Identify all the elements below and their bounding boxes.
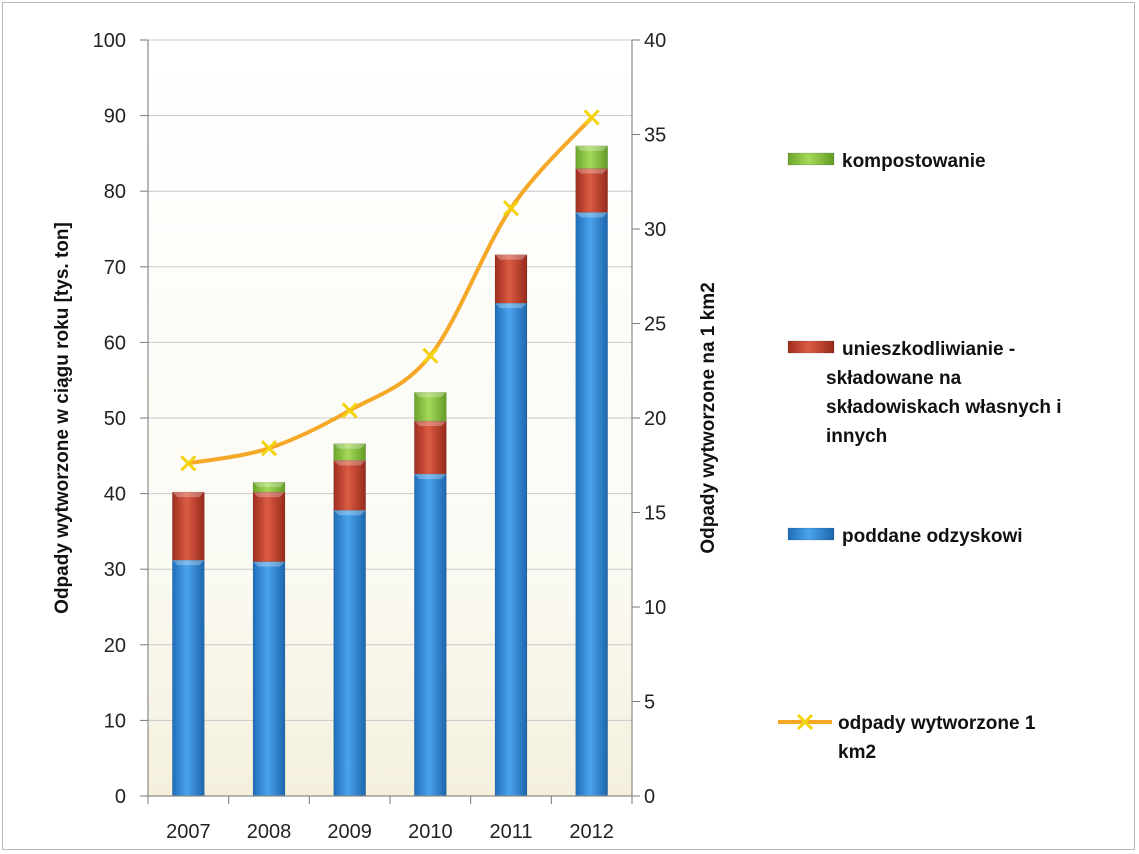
bar-bevel <box>575 145 608 151</box>
bar-segment-2 <box>575 145 608 169</box>
line-series <box>180 109 600 472</box>
y-tick-label: 10 <box>104 710 126 732</box>
y2-tick-label: 0 <box>644 786 655 808</box>
bar-segment-2 <box>252 481 286 493</box>
y2-tick-label: 20 <box>644 408 666 430</box>
y-axis-title: Odpady wytworzone w ciągu roku [tys. ton… <box>52 222 73 614</box>
bar-segment-0 <box>575 212 608 797</box>
legend-label-line: składowiskach własnych i <box>826 397 1062 418</box>
x-tick-label: 2009 <box>327 821 372 843</box>
bar-bevel <box>172 492 205 498</box>
legend-swatch-0 <box>787 152 835 166</box>
bar-segment-1 <box>414 420 447 475</box>
y-tick-label: 30 <box>104 559 126 581</box>
legend-label-3: odpady wytworzone 1 km2 <box>838 713 1036 763</box>
bar-bevel <box>495 254 527 260</box>
x-tick-label: 2010 <box>408 821 453 843</box>
legend-swatch-1 <box>787 340 835 354</box>
y-tick-label: 90 <box>104 106 126 128</box>
y-tick-label: 50 <box>104 408 126 430</box>
legend-swatch-2 <box>787 527 835 541</box>
bar-segment-0 <box>172 559 205 797</box>
bar-bevel <box>495 303 527 309</box>
x-tick-label: 2011 <box>489 821 532 843</box>
y-tick-label: 0 <box>115 786 126 808</box>
y2-tick-label: 10 <box>644 597 666 619</box>
bars <box>172 145 608 797</box>
bar-segment-1 <box>494 254 528 304</box>
tick-labels: 0 10 20 30 40 50 60 70 80 90 100 0 5 10 15 20 25 30 35 40 20… <box>93 30 667 843</box>
bar-segment-0 <box>252 561 286 797</box>
legend-marker <box>796 713 814 731</box>
y2-tick-label: 25 <box>644 314 666 336</box>
legend: kompostowanie unieszkodliwianie - składowa… <box>778 151 1062 763</box>
line-point <box>583 109 600 126</box>
bar-segment-1 <box>575 168 608 213</box>
y2-tick-label: 30 <box>644 219 666 241</box>
legend-label-line: unieszkodliwianie - <box>842 339 1015 360</box>
bar-bevel <box>333 460 366 466</box>
legend-label-2: poddane odzyskowi <box>842 526 1023 547</box>
y-tick-label: 100 <box>93 30 126 52</box>
bar-segment-0 <box>414 473 447 797</box>
bar-bevel <box>253 482 285 488</box>
legend-label-line: składowane na <box>826 368 962 389</box>
bar-bevel <box>575 212 608 218</box>
y-tick-label: 40 <box>104 484 126 506</box>
legend-label-line: odpady wytworzone 1 <box>838 713 1036 734</box>
legend-label-line: innych <box>826 426 887 447</box>
bar-bevel <box>333 443 366 449</box>
bar-bevel <box>575 168 608 174</box>
bar-bevel <box>414 421 447 427</box>
y2-axis-title: Odpady wytworzone na 1 km2 <box>698 282 719 553</box>
y2-tick-label: 15 <box>644 503 666 525</box>
legend-label-line: poddane odzyskowi <box>842 526 1023 547</box>
bar-bevel <box>172 560 205 566</box>
bar-segment-2 <box>333 443 366 461</box>
bar-bevel <box>414 473 447 479</box>
bar-segment-0 <box>333 509 366 797</box>
y-tick-label: 70 <box>104 257 126 279</box>
y-tick-label: 80 <box>104 181 126 203</box>
legend-label-line: kompostowanie <box>842 151 986 172</box>
bar-segment-1 <box>172 491 205 561</box>
y-tick-label: 60 <box>104 332 126 354</box>
bar-segment-1 <box>333 460 366 511</box>
x-tick-label: 2008 <box>247 821 292 843</box>
x-tick-label: 2012 <box>569 821 614 843</box>
bar-bevel <box>253 561 285 567</box>
axes <box>140 39 640 804</box>
line-point <box>260 440 278 457</box>
bar-bevel <box>253 492 285 498</box>
line-point <box>422 347 439 364</box>
y2-tick-label: 35 <box>644 125 666 147</box>
bar-bevel <box>414 392 447 398</box>
x-tick-label: 2007 <box>166 821 211 843</box>
bar-segment-0 <box>494 302 528 797</box>
y2-tick-label: 40 <box>644 30 666 52</box>
line-point <box>341 402 358 419</box>
y-tick-label: 20 <box>104 635 126 657</box>
bar-bevel <box>333 510 366 516</box>
legend-label-1: unieszkodliwianie - składowane na składowi… <box>826 339 1062 447</box>
legend-label-line: km2 <box>838 742 876 763</box>
bar-segment-1 <box>252 491 286 562</box>
legend-label-0: kompostowanie <box>842 151 986 172</box>
y2-tick-label: 5 <box>644 692 655 714</box>
bar-segment-2 <box>414 391 447 422</box>
line-point <box>502 200 520 217</box>
gridlines <box>148 39 632 721</box>
line-point <box>180 455 197 472</box>
